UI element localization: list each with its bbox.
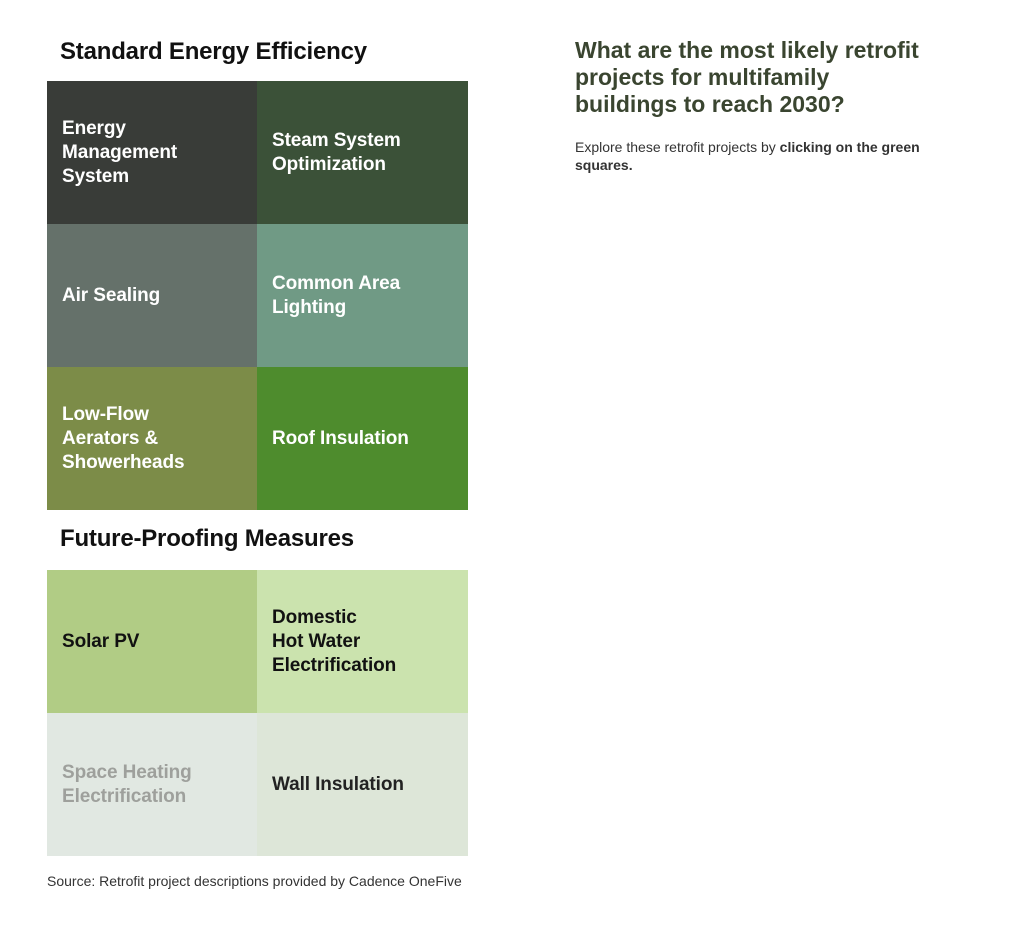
tile-label: Wall Insulation [272,773,404,795]
tile-space-heating-electrification[interactable]: Space Heating Electrification [47,713,257,856]
standard-efficiency-title: Standard Energy Efficiency [60,38,367,65]
instructions-emphasis: clicking on the green squares. [575,139,920,173]
tile-energy-management-system[interactable]: Energy Management System [47,81,257,224]
tile-air-sealing[interactable]: Air Sealing [47,224,257,367]
tile-label: Steam System Optimization [272,129,401,175]
tile-label: Solar PV [62,630,140,652]
tile-label: Domestic Hot Water Electrification [272,606,397,676]
tile-wall-insulation[interactable]: Wall Insulation [257,713,468,856]
tile-common-area-lighting[interactable]: Common Area Lighting [257,224,468,367]
tile-steam-system-optimization[interactable]: Steam System Optimization [257,81,468,224]
tile-domestic-hot-water-electrification[interactable]: Domestic Hot Water Electrification [257,570,468,713]
future-proofing-grid: Solar PV Domestic Hot Water Electrificat… [47,570,468,856]
future-proofing-title: Future-Proofing Measures [60,525,354,552]
instructions-text: Explore these retrofit projects by click… [575,138,955,174]
tile-label: Energy Management System [62,117,178,187]
instructions-prefix: Explore these retrofit projects by [575,139,780,155]
tile-label: Common Area Lighting [272,272,401,318]
tile-label: Air Sealing [62,284,161,306]
page-question-heading: What are the most likely retrofit projec… [575,37,919,117]
tile-label: Space Heating Electrification [62,761,192,807]
tile-roof-insulation[interactable]: Roof Insulation [257,367,468,510]
tile-low-flow-aerators-showerheads[interactable]: Low-Flow Aerators & Showerheads [47,367,257,510]
standard-efficiency-grid: Energy Management System Steam System Op… [47,81,468,510]
source-note: Source: Retrofit project descriptions pr… [47,873,462,889]
tile-label: Low-Flow Aerators & Showerheads [62,403,185,473]
tile-solar-pv[interactable]: Solar PV [47,570,257,713]
tile-label: Roof Insulation [272,427,409,449]
